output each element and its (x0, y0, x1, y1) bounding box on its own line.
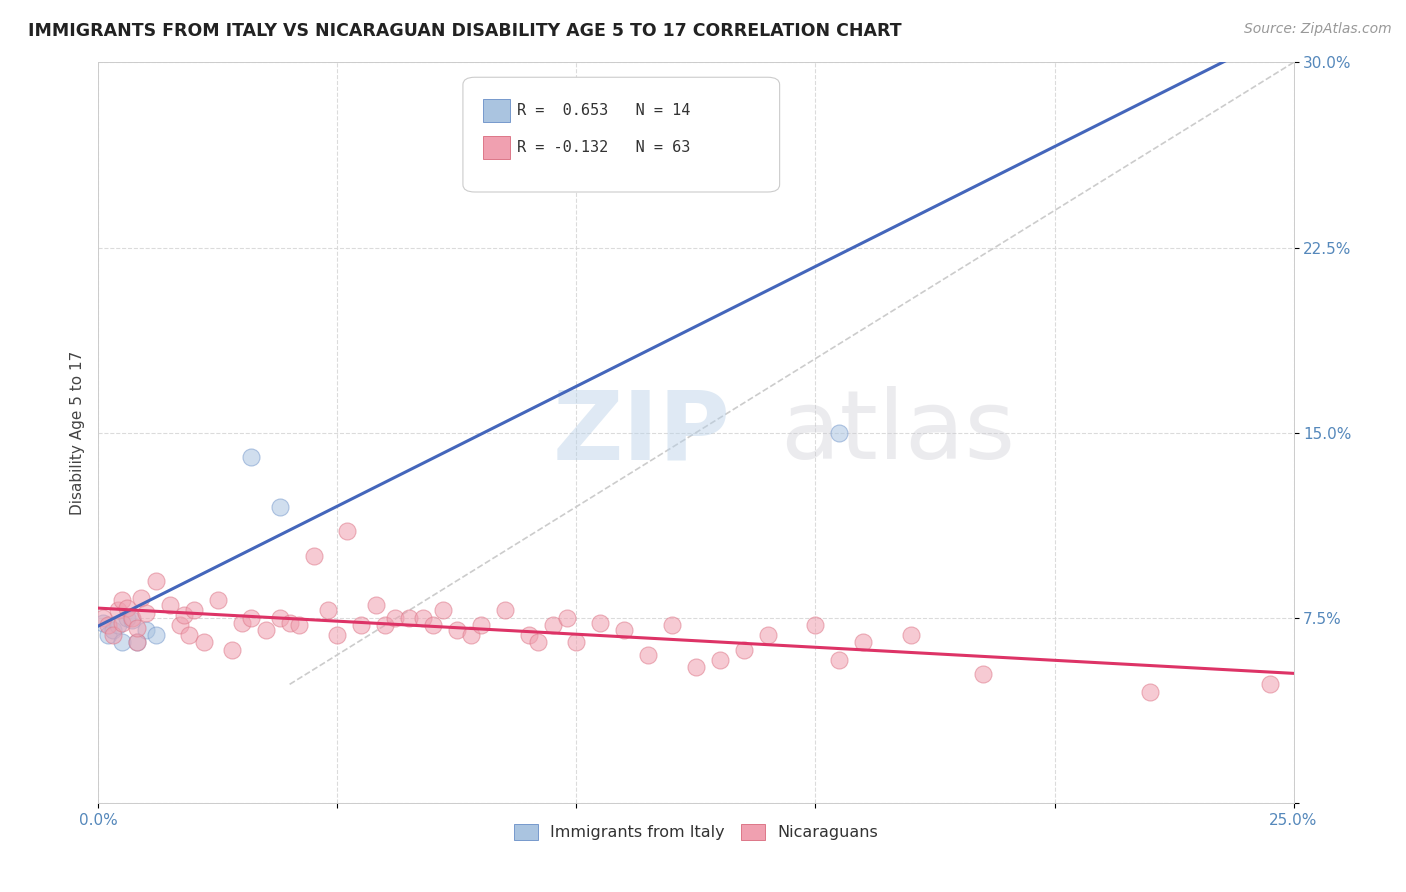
Y-axis label: Disability Age 5 to 17: Disability Age 5 to 17 (69, 351, 84, 515)
Point (240, 610, 263, 624)
Point (336, 524, 359, 539)
Point (685, 660, 707, 674)
Point (494, 603, 516, 617)
Point (121, 610, 143, 624)
Point (316, 603, 339, 617)
Point (135, 623, 157, 637)
Point (756, 628, 779, 642)
Point (350, 618, 373, 632)
Point (709, 653, 731, 667)
Point (661, 618, 683, 632)
Point (432, 603, 454, 617)
Point (121, 613, 143, 627)
Point (460, 628, 482, 642)
Text: R = -0.132   N = 63: R = -0.132 N = 63 (517, 140, 690, 155)
Point (374, 618, 396, 632)
Point (115, 600, 138, 615)
Point (422, 618, 444, 632)
Point (589, 615, 612, 630)
Point (1258, 677, 1281, 691)
Point (555, 610, 578, 624)
Point (852, 635, 875, 649)
Point (125, 621, 148, 635)
Point (125, 635, 148, 649)
Point (97, 628, 120, 642)
Point (470, 618, 492, 632)
Point (517, 628, 540, 642)
Point (131, 591, 153, 605)
Point (269, 610, 291, 624)
Point (364, 599, 387, 613)
Point (254, 623, 277, 637)
Point (326, 628, 349, 642)
Point (828, 425, 851, 440)
Text: ZIP: ZIP (553, 386, 731, 479)
Point (446, 623, 468, 637)
Point (111, 615, 134, 630)
Point (278, 615, 301, 630)
Point (101, 628, 124, 642)
Point (125, 635, 148, 649)
Point (269, 500, 291, 514)
Point (900, 628, 922, 642)
Text: IMMIGRANTS FROM ITALY VS NICARAGUAN DISABILITY AGE 5 TO 17 CORRELATION CHART: IMMIGRANTS FROM ITALY VS NICARAGUAN DISA… (28, 22, 901, 40)
Point (221, 642, 243, 657)
Point (173, 608, 195, 623)
Bar (484, 136, 509, 159)
Point (169, 618, 191, 632)
Point (613, 623, 636, 637)
Point (828, 653, 851, 667)
Point (91, 610, 114, 624)
Text: Source: ZipAtlas.com: Source: ZipAtlas.com (1244, 22, 1392, 37)
Point (733, 642, 755, 657)
Point (527, 635, 550, 649)
Point (972, 667, 994, 681)
Point (115, 610, 138, 624)
Point (398, 610, 420, 624)
Point (288, 618, 311, 632)
Point (302, 549, 325, 563)
Point (159, 599, 181, 613)
Point (107, 603, 129, 617)
FancyBboxPatch shape (463, 78, 780, 192)
Point (183, 603, 205, 617)
Point (107, 618, 129, 632)
Point (589, 129, 612, 144)
Point (135, 606, 157, 620)
Point (97, 618, 120, 632)
Point (384, 610, 406, 624)
Point (541, 618, 564, 632)
Point (565, 635, 588, 649)
Point (231, 615, 253, 630)
Point (101, 623, 124, 637)
Point (637, 648, 659, 662)
Text: atlas: atlas (779, 386, 1015, 479)
Point (207, 593, 229, 607)
Point (111, 635, 134, 649)
Point (193, 635, 215, 649)
Point (412, 610, 434, 624)
Point (240, 450, 263, 465)
Point (145, 574, 167, 588)
Point (91, 615, 114, 630)
Bar (484, 99, 509, 121)
Point (145, 628, 167, 642)
Point (1139, 685, 1161, 699)
Point (804, 618, 827, 632)
Text: R =  0.653   N = 14: R = 0.653 N = 14 (517, 103, 690, 118)
Point (179, 628, 201, 642)
Legend: Immigrants from Italy, Nicaraguans: Immigrants from Italy, Nicaraguans (508, 817, 884, 847)
Point (111, 593, 134, 607)
